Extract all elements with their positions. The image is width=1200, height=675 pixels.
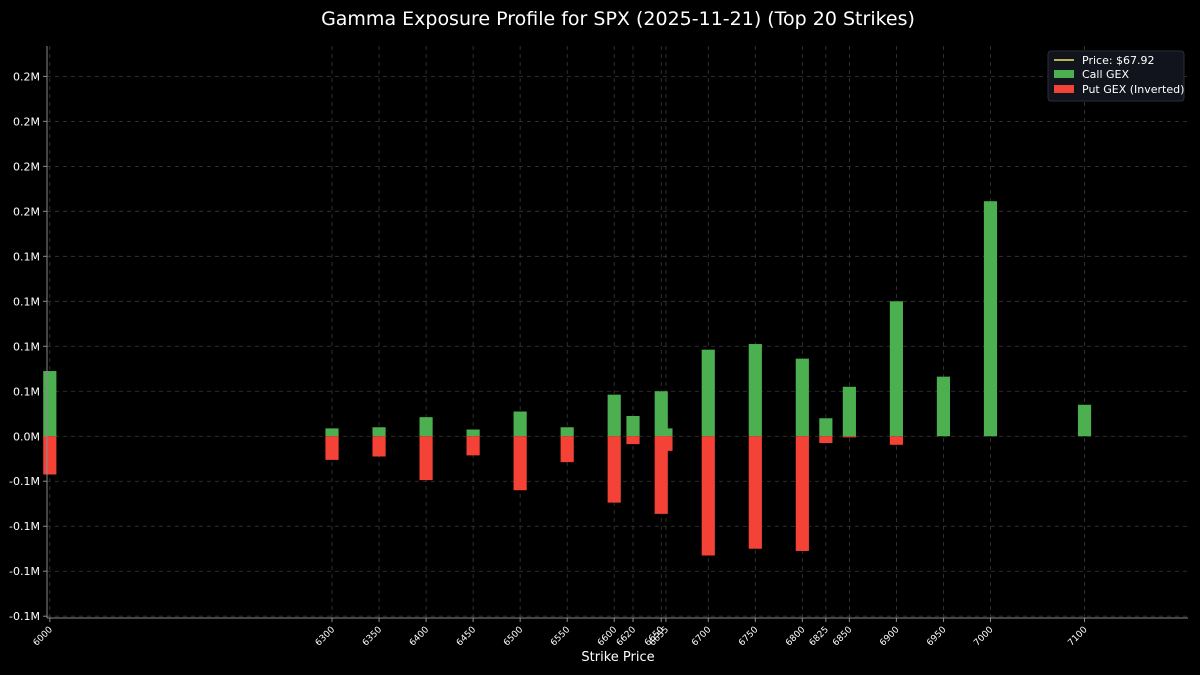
put-gex-bar xyxy=(325,436,339,460)
x-tick-label: 6600 xyxy=(596,625,619,648)
put-gex-bar xyxy=(654,436,668,514)
y-tick-label: 0.2M xyxy=(13,70,40,83)
x-tick-label: 6300 xyxy=(314,625,337,648)
call-gex-bar xyxy=(842,386,856,437)
call-gex-bar xyxy=(372,427,386,437)
put-gex-bar xyxy=(466,436,480,456)
chart-title: Gamma Exposure Profile for SPX (2025-11-… xyxy=(321,8,915,30)
y-tick-label: 0.1M xyxy=(13,295,40,308)
x-tick-label: 6500 xyxy=(502,625,525,648)
put-gex-bar xyxy=(626,436,640,445)
call-gex-bar xyxy=(513,411,527,437)
x-tick-label: 7000 xyxy=(972,625,995,648)
y-tick-label: 0.1M xyxy=(13,250,40,263)
call-gex-bar xyxy=(983,201,998,437)
x-tick-label: 6950 xyxy=(925,625,948,648)
put-gex-bar xyxy=(748,436,762,549)
call-gex-bar xyxy=(1077,404,1092,437)
call-gex-bar xyxy=(607,394,621,437)
x-tick-label: 6450 xyxy=(455,625,478,648)
y-tick-label: 0.0M xyxy=(13,430,40,443)
x-tick-label: 6400 xyxy=(408,625,431,648)
x-tick-label: 7100 xyxy=(1066,625,1089,648)
call-gex-bar xyxy=(560,427,574,437)
call-gex-bar xyxy=(936,376,951,437)
x-tick-label: 6550 xyxy=(549,625,572,648)
put-gex-bar xyxy=(372,436,386,457)
y-tick-label: 0.2M xyxy=(13,160,40,173)
x-tick-label: 6620 xyxy=(615,625,638,648)
x-tick-label: 6350 xyxy=(361,625,384,648)
x-tick-label: 6800 xyxy=(784,625,807,648)
x-tick-label: 6750 xyxy=(737,625,760,648)
call-gex-bar xyxy=(325,428,339,437)
y-tick-label: -0.1M xyxy=(9,520,40,533)
y-tick-label: 0.1M xyxy=(13,340,40,353)
y-tick-label: -0.1M xyxy=(9,475,40,488)
put-gex-bar xyxy=(607,436,621,503)
call-gex-bar xyxy=(654,391,668,437)
put-gex-bar xyxy=(889,436,903,445)
y-tick-label: 0.2M xyxy=(13,115,40,128)
put-gex-bar xyxy=(795,436,809,551)
call-gex-bar xyxy=(659,428,673,437)
y-tick-label: 0.1M xyxy=(13,385,40,398)
legend-put-label: Put GEX (Inverted) xyxy=(1082,83,1184,96)
y-tick-label: 0.2M xyxy=(13,205,40,218)
put-gex-bar xyxy=(842,436,856,438)
call-gex-bar xyxy=(701,349,715,437)
x-axis-label: Strike Price xyxy=(581,650,654,665)
x-tick-label: 6655 xyxy=(648,625,671,648)
legend-call-label: Call GEX xyxy=(1082,68,1130,81)
grid-layer xyxy=(43,46,1188,622)
put-gex-bar xyxy=(659,436,673,451)
put-gex-bar xyxy=(43,436,57,475)
call-gex-bar xyxy=(466,429,480,437)
call-gex-bar xyxy=(748,344,762,437)
put-gex-bar xyxy=(513,436,527,491)
x-tick-label: 6000 xyxy=(32,625,55,648)
put-gex-bar xyxy=(701,436,715,556)
y-tick-labels: -0.1M -0.1M -0.1M -0.1M 0.0M 0.1M 0.1M 0.1M 0.1M… xyxy=(9,70,40,623)
call-gex-bar xyxy=(795,358,809,437)
call-gex-bar xyxy=(43,371,57,437)
call-gex-bar xyxy=(819,418,833,437)
x-tick-label: 6700 xyxy=(690,625,713,648)
legend: Price: $67.92 Call GEX Put GEX (Inverted… xyxy=(1047,50,1185,102)
legend-price-label: Price: $67.92 xyxy=(1082,54,1155,67)
legend-call-swatch xyxy=(1054,70,1074,78)
put-gex-bar xyxy=(419,436,433,481)
call-gex-bar xyxy=(626,416,640,437)
call-gex-bar xyxy=(889,301,903,437)
legend-box xyxy=(1047,50,1185,102)
x-tick-label: 6825 xyxy=(808,625,831,648)
put-gex-bar xyxy=(819,436,833,444)
x-tick-label: 6900 xyxy=(878,625,901,648)
x-tick-label: 6850 xyxy=(831,625,854,648)
y-tick-label: -0.1M xyxy=(9,565,40,578)
legend-put-swatch xyxy=(1054,85,1074,93)
put-gex-bar xyxy=(560,436,574,463)
call-gex-bar xyxy=(419,417,433,437)
y-tick-label: -0.1M xyxy=(9,610,40,623)
